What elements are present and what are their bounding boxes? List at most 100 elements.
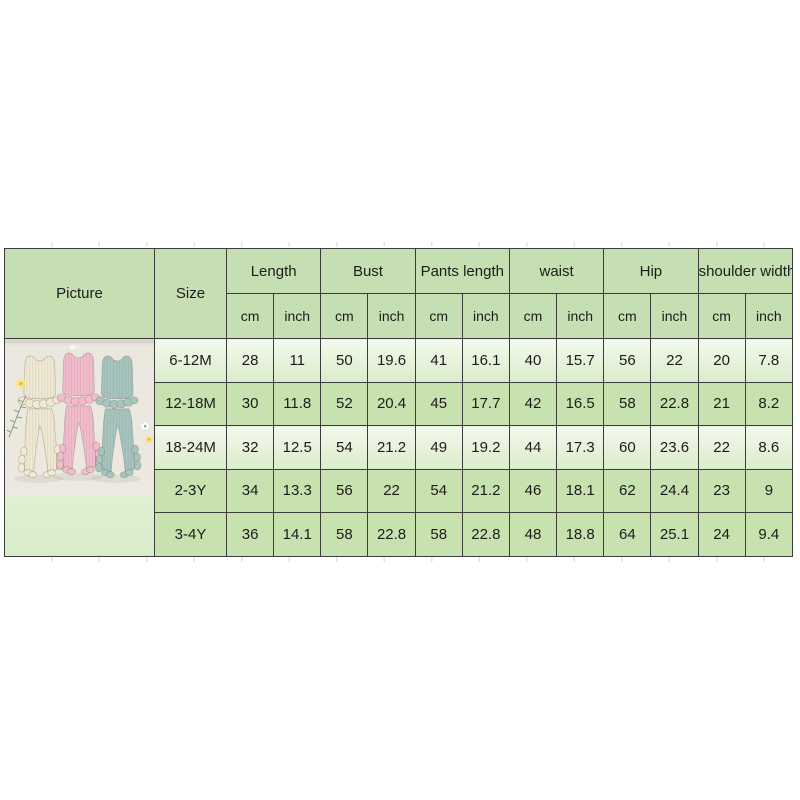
value-cell: 24.4 xyxy=(650,468,699,513)
value-cell: 25.1 xyxy=(650,512,699,557)
unit-header-row: cm inch cm inch cm inch cm inch cm inch … xyxy=(5,293,794,339)
value-cell: 52 xyxy=(320,381,369,426)
value-cell: 34 xyxy=(225,468,275,513)
value-cell: 50 xyxy=(320,338,369,383)
value-cell: 18.1 xyxy=(556,468,605,513)
unit-header-inch: inch xyxy=(650,293,699,339)
value-cell: 18.8 xyxy=(556,512,605,557)
header-row: Picture Size Length Bust Pants length wa… xyxy=(4,248,794,339)
size-row-6-12m: 6-12M 28 11 50 19.6 41 16.1 40 15.7 56 2… xyxy=(4,338,794,557)
value-cell: 22 xyxy=(650,338,699,383)
value-cell: 8.6 xyxy=(744,425,794,470)
value-cell: 16.5 xyxy=(556,381,605,426)
value-cell: 8.2 xyxy=(744,381,794,426)
product-photo xyxy=(5,339,154,496)
value-cell: 21 xyxy=(697,381,746,426)
group-header-bust: Bust xyxy=(320,248,416,294)
product-picture-cell xyxy=(4,338,155,557)
value-cell: 48 xyxy=(508,512,558,557)
value-cell: 14.1 xyxy=(273,512,322,557)
value-cell: 41 xyxy=(414,338,463,383)
group-header-length: Length xyxy=(225,248,322,294)
size-cell: 2-3Y xyxy=(154,468,227,513)
value-cell: 19.2 xyxy=(461,425,510,470)
value-cell: 9 xyxy=(744,468,794,513)
unit-header-cm: cm xyxy=(414,293,463,339)
butterfly-decor xyxy=(69,344,82,350)
value-cell: 23 xyxy=(697,468,746,513)
product-photo-svg xyxy=(5,339,154,496)
gridline-stubs-top xyxy=(5,242,794,247)
size-row-3-4y: 3-4Y 36 14.1 58 22.8 58 22.8 48 18.8 64 … xyxy=(5,512,794,557)
value-cell: 22 xyxy=(697,425,746,470)
flower-right-top-decor xyxy=(141,422,149,430)
value-cell: 17.3 xyxy=(556,425,605,470)
unit-header-inch: inch xyxy=(744,293,794,339)
unit-header-cm: cm xyxy=(225,293,275,339)
value-cell: 24 xyxy=(697,512,746,557)
value-cell: 21.2 xyxy=(461,468,510,513)
gridline-stubs-bottom xyxy=(5,557,794,562)
group-header-hip: Hip xyxy=(603,248,699,294)
size-row-18-24m: 18-24M 32 12.5 54 21.2 49 19.2 44 17.3 6… xyxy=(5,425,794,470)
value-cell: 20 xyxy=(697,338,746,383)
unit-header-cm: cm xyxy=(508,293,558,339)
group-header-pants-length: Pants length xyxy=(414,248,510,294)
size-cell: 18-24M xyxy=(154,425,227,470)
unit-header-cm: cm xyxy=(603,293,652,339)
value-cell: 58 xyxy=(603,381,652,426)
daisy-left-decor xyxy=(16,378,26,389)
size-row-2-3y: 2-3Y 34 13.3 56 22 54 21.2 46 18.1 62 24… xyxy=(5,468,794,513)
value-cell: 22.8 xyxy=(367,512,416,557)
value-cell: 58 xyxy=(414,512,463,557)
value-cell: 40 xyxy=(508,338,558,383)
size-cell: 3-4Y xyxy=(154,512,227,557)
value-cell: 64 xyxy=(603,512,652,557)
size-cell: 12-18M xyxy=(154,381,227,426)
picture-column-header: Picture xyxy=(4,248,155,339)
value-cell: 54 xyxy=(414,468,463,513)
value-cell: 56 xyxy=(320,468,369,513)
value-cell: 19.6 xyxy=(367,338,416,383)
value-cell: 28 xyxy=(225,338,275,383)
value-cell: 49 xyxy=(414,425,463,470)
value-cell: 62 xyxy=(603,468,652,513)
value-cell: 60 xyxy=(603,425,652,470)
size-cell: 6-12M xyxy=(154,338,227,383)
value-cell: 56 xyxy=(603,338,652,383)
unit-header-inch: inch xyxy=(556,293,605,339)
value-cell: 15.7 xyxy=(556,338,605,383)
value-cell: 9.4 xyxy=(744,512,794,557)
unit-header-inch: inch xyxy=(367,293,416,339)
value-cell: 44 xyxy=(508,425,558,470)
flower-right-bottom-decor xyxy=(144,435,154,444)
value-cell: 22 xyxy=(367,468,416,513)
value-cell: 45 xyxy=(414,381,463,426)
group-header-shoulder-width: shoulder width xyxy=(697,248,794,294)
value-cell: 58 xyxy=(320,512,369,557)
value-cell: 23.6 xyxy=(650,425,699,470)
value-cell: 7.8 xyxy=(744,338,794,383)
unit-header-inch: inch xyxy=(273,293,322,339)
value-cell: 17.7 xyxy=(461,381,510,426)
value-cell: 54 xyxy=(320,425,369,470)
group-header-waist: waist xyxy=(508,248,605,294)
value-cell: 12.5 xyxy=(273,425,322,470)
value-cell: 30 xyxy=(225,381,275,426)
unit-header-cm: cm xyxy=(320,293,369,339)
value-cell: 11 xyxy=(273,338,322,383)
value-cell: 21.2 xyxy=(367,425,416,470)
unit-header-cm: cm xyxy=(697,293,746,339)
size-column-header: Size xyxy=(154,248,227,339)
size-chart-table: Picture Size Length Bust Pants length wa… xyxy=(4,248,794,557)
value-cell: 32 xyxy=(225,425,275,470)
value-cell: 13.3 xyxy=(273,468,322,513)
value-cell: 46 xyxy=(508,468,558,513)
value-cell: 42 xyxy=(508,381,558,426)
value-cell: 36 xyxy=(225,512,275,557)
value-cell: 22.8 xyxy=(650,381,699,426)
unit-header-inch: inch xyxy=(461,293,510,339)
greenery-sprig-decor xyxy=(6,395,27,438)
value-cell: 11.8 xyxy=(273,381,322,426)
